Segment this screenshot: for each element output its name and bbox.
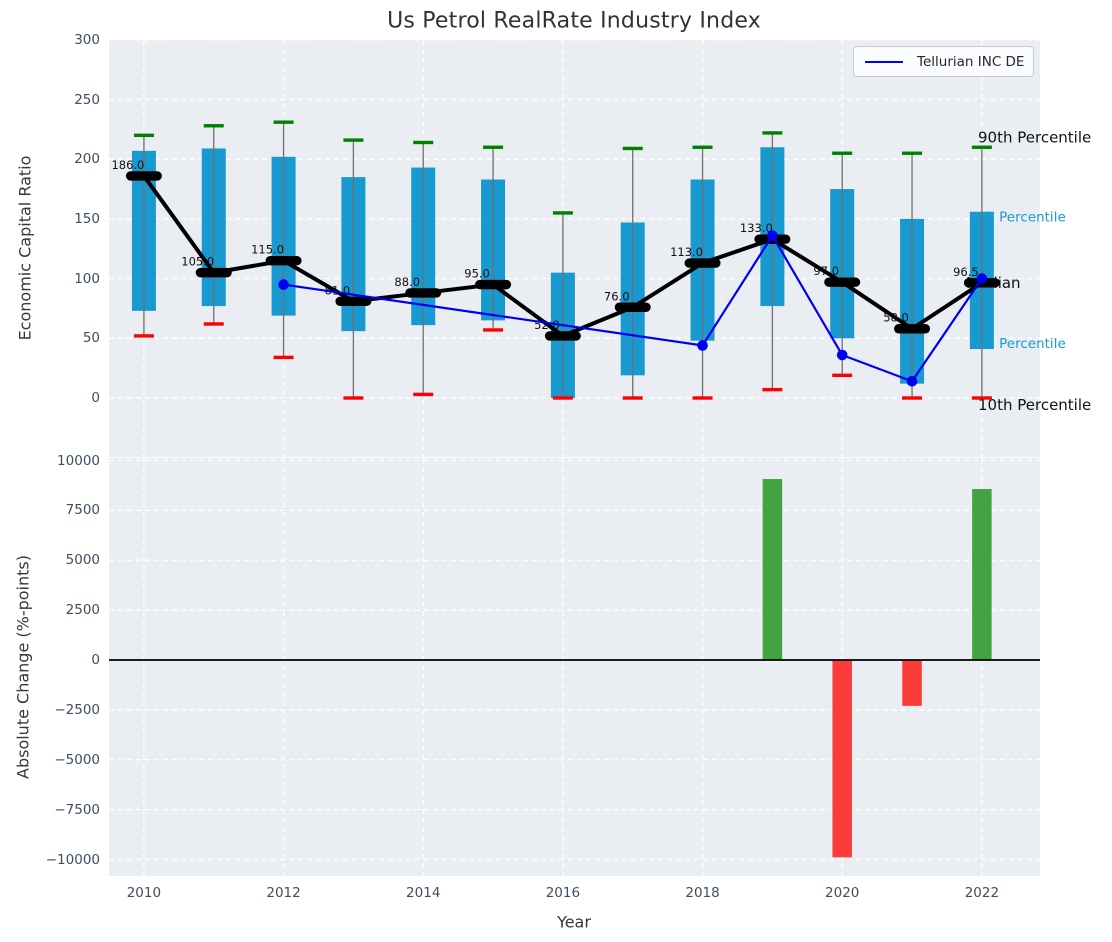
- bottom-ytick--10000: −10000: [45, 851, 100, 868]
- p90-cap-2016: [552, 211, 573, 215]
- p90-cap-2014: [413, 140, 434, 145]
- legend-series-label: Tellurian INC DE: [917, 53, 1025, 70]
- p90-cap-2018: [692, 145, 713, 149]
- bottom-ytick-7500: 7500: [65, 502, 100, 519]
- p90-cap-2011: [203, 124, 224, 128]
- p10-cap-2022: [971, 396, 992, 400]
- right-label-90th-percentile: 90th Percentile: [978, 129, 1091, 147]
- p90-cap-2019: [762, 131, 783, 135]
- p90-cap-2010: [133, 133, 154, 138]
- median-marker-2020: [824, 277, 861, 287]
- p10-cap-2015: [483, 328, 504, 332]
- xtick-2014: 2014: [406, 885, 441, 901]
- p10-cap-2013: [343, 396, 364, 400]
- p10-cap-2019: [762, 387, 783, 392]
- median-value-label-2010: 186.0: [111, 158, 144, 172]
- p10-cap-2017: [622, 396, 643, 400]
- top-ytick-250: 250: [74, 91, 100, 108]
- p10-cap-2018: [692, 396, 713, 400]
- median-marker-2018: [684, 258, 721, 268]
- gridlines: [109, 458, 1040, 876]
- right-label-th-percentile: th Percentile: [981, 210, 1066, 226]
- bar-2022: [972, 489, 992, 660]
- xtick-2020: 2020: [825, 885, 860, 901]
- bottom-ytick--7500: −7500: [54, 801, 100, 818]
- median-value-label-2019: 133.0: [740, 221, 773, 235]
- median-marker-2013: [335, 296, 372, 306]
- median-markers: [125, 171, 1000, 341]
- boxplots: [131, 120, 994, 400]
- p10-cap-2014: [413, 392, 434, 397]
- median-value-label-2014: 88.0: [394, 275, 420, 289]
- right-label-th-percentile: th Percentile: [981, 336, 1066, 352]
- tellurian-point-2020: [836, 349, 848, 361]
- top-ytick-0: 0: [91, 390, 100, 406]
- bottom-y-axis-label: Absolute Change (%-points): [13, 555, 33, 779]
- bottom-ytick-5000: 5000: [65, 552, 100, 569]
- top-ytick-100: 100: [74, 270, 100, 287]
- x-axis-label: Year: [557, 912, 591, 932]
- top-ytick-300: 300: [74, 31, 100, 48]
- p10-cap-2020: [832, 373, 853, 378]
- bottom-ytick-10000: 10000: [57, 452, 100, 469]
- median-value-label-2022: 96.5: [953, 265, 979, 279]
- bar-2019: [762, 479, 783, 660]
- p10-cap-2011: [203, 322, 224, 326]
- median-marker-2017: [614, 302, 651, 312]
- tellurian-point-2018: [697, 340, 708, 351]
- p10-cap-2010: [133, 334, 154, 338]
- tellurian-point-2012: [278, 279, 289, 290]
- xtick-2012: 2012: [266, 885, 301, 901]
- bottom-ytick-0: 0: [91, 652, 100, 668]
- median-marker-2012: [265, 255, 302, 266]
- xtick-2010: 2010: [126, 885, 162, 901]
- p90-cap-2013: [343, 138, 364, 142]
- p90-cap-2015: [483, 145, 504, 149]
- top-ytick-50: 50: [82, 330, 100, 347]
- median-value-label-2012: 115.0: [251, 243, 284, 257]
- tellurian-point-2021: [906, 375, 918, 387]
- tellurian-line: [283, 233, 983, 383]
- bar-2020: [832, 660, 852, 858]
- bottom-ytick--5000: −5000: [54, 751, 100, 768]
- p10-cap-2012: [273, 355, 294, 360]
- p10-cap-2021: [902, 396, 923, 400]
- median-marker-2021: [894, 324, 931, 334]
- p90-cap-2022: [971, 145, 992, 149]
- median-value-label-2015: 95.0: [464, 267, 490, 281]
- bottom-ytick-2500: 2500: [65, 602, 100, 619]
- p90-cap-2017: [622, 146, 643, 151]
- top-ytick-150: 150: [74, 210, 100, 227]
- xtick-2022: 2022: [964, 885, 1000, 901]
- p90-cap-2021: [902, 151, 923, 155]
- legend: Tellurian INC DE: [853, 46, 1034, 77]
- p10-cap-2016: [552, 396, 573, 400]
- median-marker-2011: [195, 267, 232, 278]
- median-marker-2010: [125, 171, 162, 181]
- legend-line-sample-icon: [865, 60, 903, 63]
- right-label-10th-percentile: 10th Percentile: [978, 396, 1091, 414]
- change-bars: [762, 479, 992, 858]
- tellurian-point-2022: [976, 273, 988, 284]
- p90-cap-2020: [832, 151, 853, 155]
- p90-cap-2012: [273, 120, 294, 124]
- bottom-chart-plot-area: [109, 458, 1040, 876]
- bar-2021: [902, 660, 922, 706]
- chart-title: Us Petrol RealRate Industry Index: [387, 8, 761, 34]
- xtick-2018: 2018: [685, 885, 720, 901]
- median-value-label-2017: 76.0: [604, 289, 630, 303]
- median-value-label-2018: 113.0: [670, 245, 703, 259]
- bottom-ytick--2500: −2500: [54, 701, 100, 718]
- median-marker-2015: [475, 279, 512, 290]
- top-y-axis-label: Economic Capital Ratio: [15, 155, 35, 341]
- tellurian-markers: [278, 230, 988, 387]
- median-marker-2016: [544, 331, 581, 341]
- tellurian-point-2019: [767, 230, 778, 241]
- xtick-2016: 2016: [545, 885, 581, 901]
- top-ytick-200: 200: [74, 151, 100, 168]
- median-marker-2014: [405, 288, 442, 298]
